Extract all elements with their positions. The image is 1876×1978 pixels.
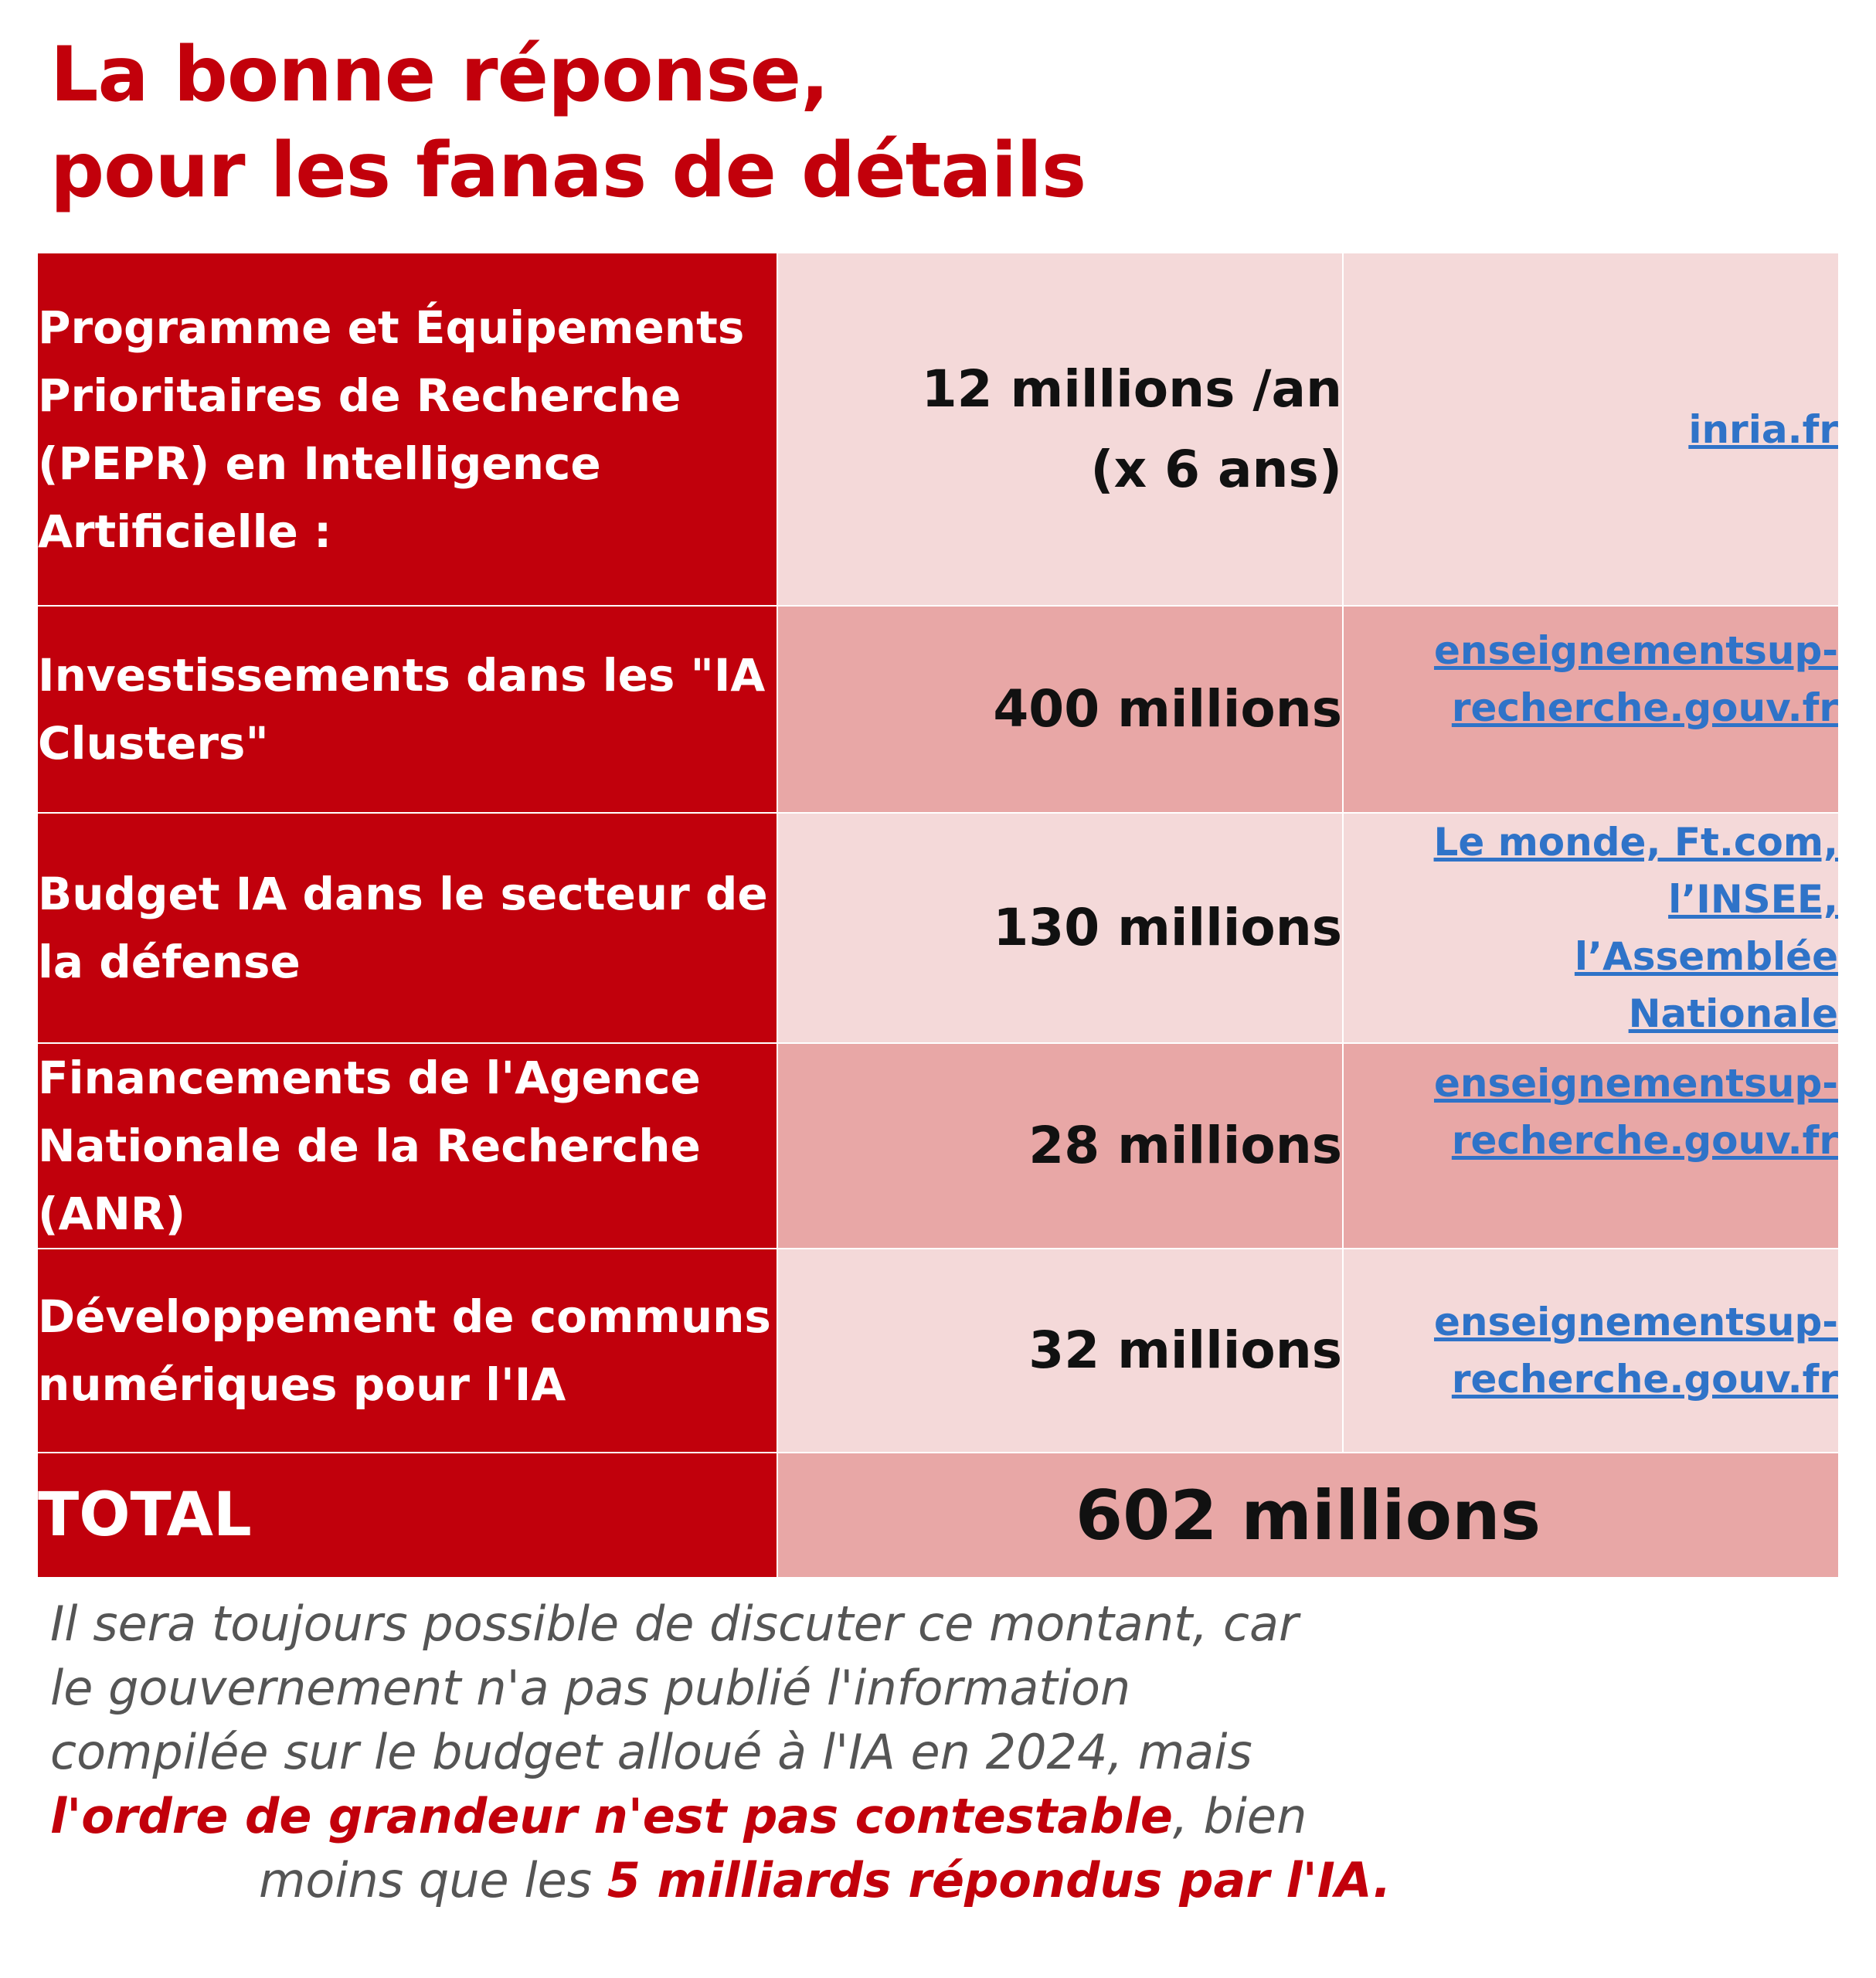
source-link[interactable]: Le monde, Ft.com, l’INSEE, l’Assemblée N…	[1344, 814, 1838, 1042]
row-source: enseignementsup- recherche.gouv.fr	[1342, 605, 1840, 814]
footnote-emphasis: 5 milliards répondus par l'IA.	[607, 1852, 1392, 1908]
title-line-1: La bonne réponse,	[50, 31, 829, 119]
source-link[interactable]: enseignementsup- recherche.gouv.fr	[1344, 622, 1838, 736]
row-source: Le monde, Ft.com, l’INSEE, l’Assemblée N…	[1342, 812, 1840, 1044]
row-amount: 12 millions /an (x 6 ans)	[777, 252, 1344, 607]
source-line: l’INSEE,	[1668, 877, 1838, 922]
source-link[interactable]: inria.fr	[1688, 406, 1838, 452]
row-label: Financements de l'Agence Nationale de la…	[36, 1042, 778, 1249]
budget-table: Programme et Équipements Prioritaires de…	[36, 252, 1840, 1579]
amount-line: 12 millions /an	[921, 359, 1342, 419]
row-source: inria.fr	[1342, 252, 1840, 607]
source-line: enseignementsup-	[1433, 628, 1838, 673]
source-link[interactable]: enseignementsup- recherche.gouv.fr	[1344, 1055, 1838, 1169]
table-row: Développement de communs numériques pour…	[36, 1248, 1840, 1453]
title-line-2: pour les fanas de détails	[50, 127, 1086, 215]
source-line: recherche.gouv.fr	[1451, 1357, 1838, 1402]
footnote-text: moins que les	[259, 1852, 607, 1908]
amount-line: 130 millions	[993, 898, 1342, 957]
amount-line: 400 millions	[993, 679, 1342, 739]
row-amount: 130 millions	[777, 812, 1344, 1044]
row-label: Programme et Équipements Prioritaires de…	[36, 252, 778, 607]
row-amount: 28 millions	[777, 1042, 1344, 1249]
source-line: l’Assemblée	[1574, 934, 1838, 979]
table-row: Financements de l'Agence Nationale de la…	[36, 1042, 1840, 1249]
footnote-text: , bien	[1172, 1788, 1307, 1844]
footnote-line: l'ordre de grandeur n'est pas contestabl…	[50, 1784, 1827, 1848]
footnote: Il sera toujours possible de discuter ce…	[50, 1592, 1827, 1912]
source-line: Nationale	[1628, 991, 1838, 1036]
source-link[interactable]: enseignementsup- recherche.gouv.fr	[1344, 1293, 1838, 1408]
row-label: Budget IA dans le secteur de la défense	[36, 812, 778, 1044]
table-row: Programme et Équipements Prioritaires de…	[36, 252, 1840, 607]
table-row: Budget IA dans le secteur de la défense …	[36, 812, 1840, 1044]
amount-line: (x 6 ans)	[1090, 439, 1342, 499]
row-source: enseignementsup- recherche.gouv.fr	[1342, 1248, 1840, 1453]
total-label: TOTAL	[36, 1452, 778, 1579]
source-line: enseignementsup-	[1433, 1061, 1838, 1106]
footnote-line: compilée sur le budget alloué à l'IA en …	[50, 1724, 1252, 1780]
row-label: Investissements dans les "IA Clusters"	[36, 605, 778, 814]
total-value: 602 millions	[777, 1452, 1840, 1579]
page-title: La bonne réponse, pour les fanas de déta…	[50, 27, 1086, 219]
row-label: Développement de communs numériques pour…	[36, 1248, 778, 1453]
source-line: Le monde, Ft.com,	[1433, 820, 1838, 865]
amount-line: 28 millions	[1028, 1116, 1342, 1175]
total-row: TOTAL 602 millions	[36, 1452, 1840, 1579]
source-line: recherche.gouv.fr	[1451, 1118, 1838, 1163]
footnote-line: moins que les 5 milliards répondus par l…	[50, 1848, 1827, 1912]
source-line: recherche.gouv.fr	[1451, 685, 1838, 730]
source-line: enseignementsup-	[1433, 1300, 1838, 1344]
footnote-line: Il sera toujours possible de discuter ce…	[50, 1596, 1299, 1652]
row-amount: 32 millions	[777, 1248, 1344, 1453]
row-amount: 400 millions	[777, 605, 1344, 814]
amount-line: 32 millions	[1028, 1320, 1342, 1380]
row-source: enseignementsup- recherche.gouv.fr	[1342, 1042, 1840, 1249]
table-row: Investissements dans les "IA Clusters" 4…	[36, 605, 1840, 814]
footnote-emphasis: l'ordre de grandeur n'est pas contestabl…	[50, 1788, 1173, 1844]
footnote-line: le gouvernement n'a pas publié l'informa…	[50, 1660, 1131, 1716]
